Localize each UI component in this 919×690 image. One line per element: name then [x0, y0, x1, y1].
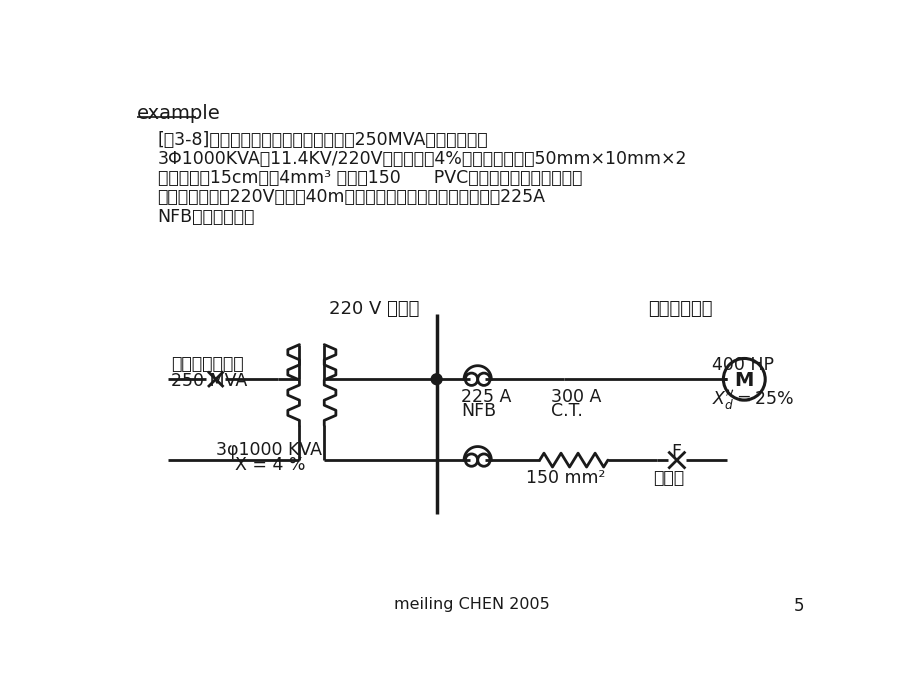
Text: 150 mm²: 150 mm²	[525, 469, 605, 487]
Circle shape	[431, 374, 441, 384]
Text: 250 MVA: 250 MVA	[171, 371, 247, 390]
Text: F: F	[671, 443, 681, 461]
Text: 一次側短路容量: 一次側短路容量	[171, 355, 244, 373]
Text: ，相間距離15cm，長4mm³ 幹線為150      PVC線，裝置於金屬管中，設: ，相間距離15cm，長4mm³ 幹線為150 PVC線，裝置於金屬管中，設	[157, 169, 582, 187]
Text: example: example	[137, 104, 221, 124]
Text: 故障點: 故障點	[652, 469, 684, 487]
Text: 300 A: 300 A	[550, 388, 600, 406]
Text: 225 A: 225 A	[461, 388, 511, 406]
Text: [圖3-8]所示系統，其一次側短路容量為250MVA，主變壓器為: [圖3-8]所示系統，其一次側短路容量為250MVA，主變壓器為	[157, 130, 488, 148]
Text: 故障發生在距離220V匯流排40m之幹線上，試求非對稱故障電流及225A: 故障發生在距離220V匯流排40m之幹線上，試求非對稱故障電流及225A	[157, 188, 545, 206]
Text: NFB之啟斷容量。: NFB之啟斷容量。	[157, 208, 255, 226]
Text: 5: 5	[792, 597, 803, 615]
Text: $X_d'' = 25\%$: $X_d'' = 25\%$	[711, 388, 793, 413]
Text: 3φ1000 KVA: 3φ1000 KVA	[216, 441, 322, 459]
Text: C.T.: C.T.	[550, 402, 582, 420]
Text: NFB: NFB	[461, 402, 496, 420]
Text: 400 HP: 400 HP	[711, 356, 773, 374]
Text: meiling CHEN 2005: meiling CHEN 2005	[393, 597, 549, 612]
Text: 3Φ1000KVA，11.4KV/220V，其電抗為4%。使用銅匯流排50mm×10mm×2: 3Φ1000KVA，11.4KV/220V，其電抗為4%。使用銅匯流排50mm×…	[157, 150, 686, 168]
Text: 220 V 匯流排: 220 V 匯流排	[329, 300, 419, 318]
Text: M: M	[733, 371, 754, 390]
Text: 感應電動機羣: 感應電動機羣	[648, 300, 712, 318]
Text: X = 4 %: X = 4 %	[235, 456, 305, 474]
